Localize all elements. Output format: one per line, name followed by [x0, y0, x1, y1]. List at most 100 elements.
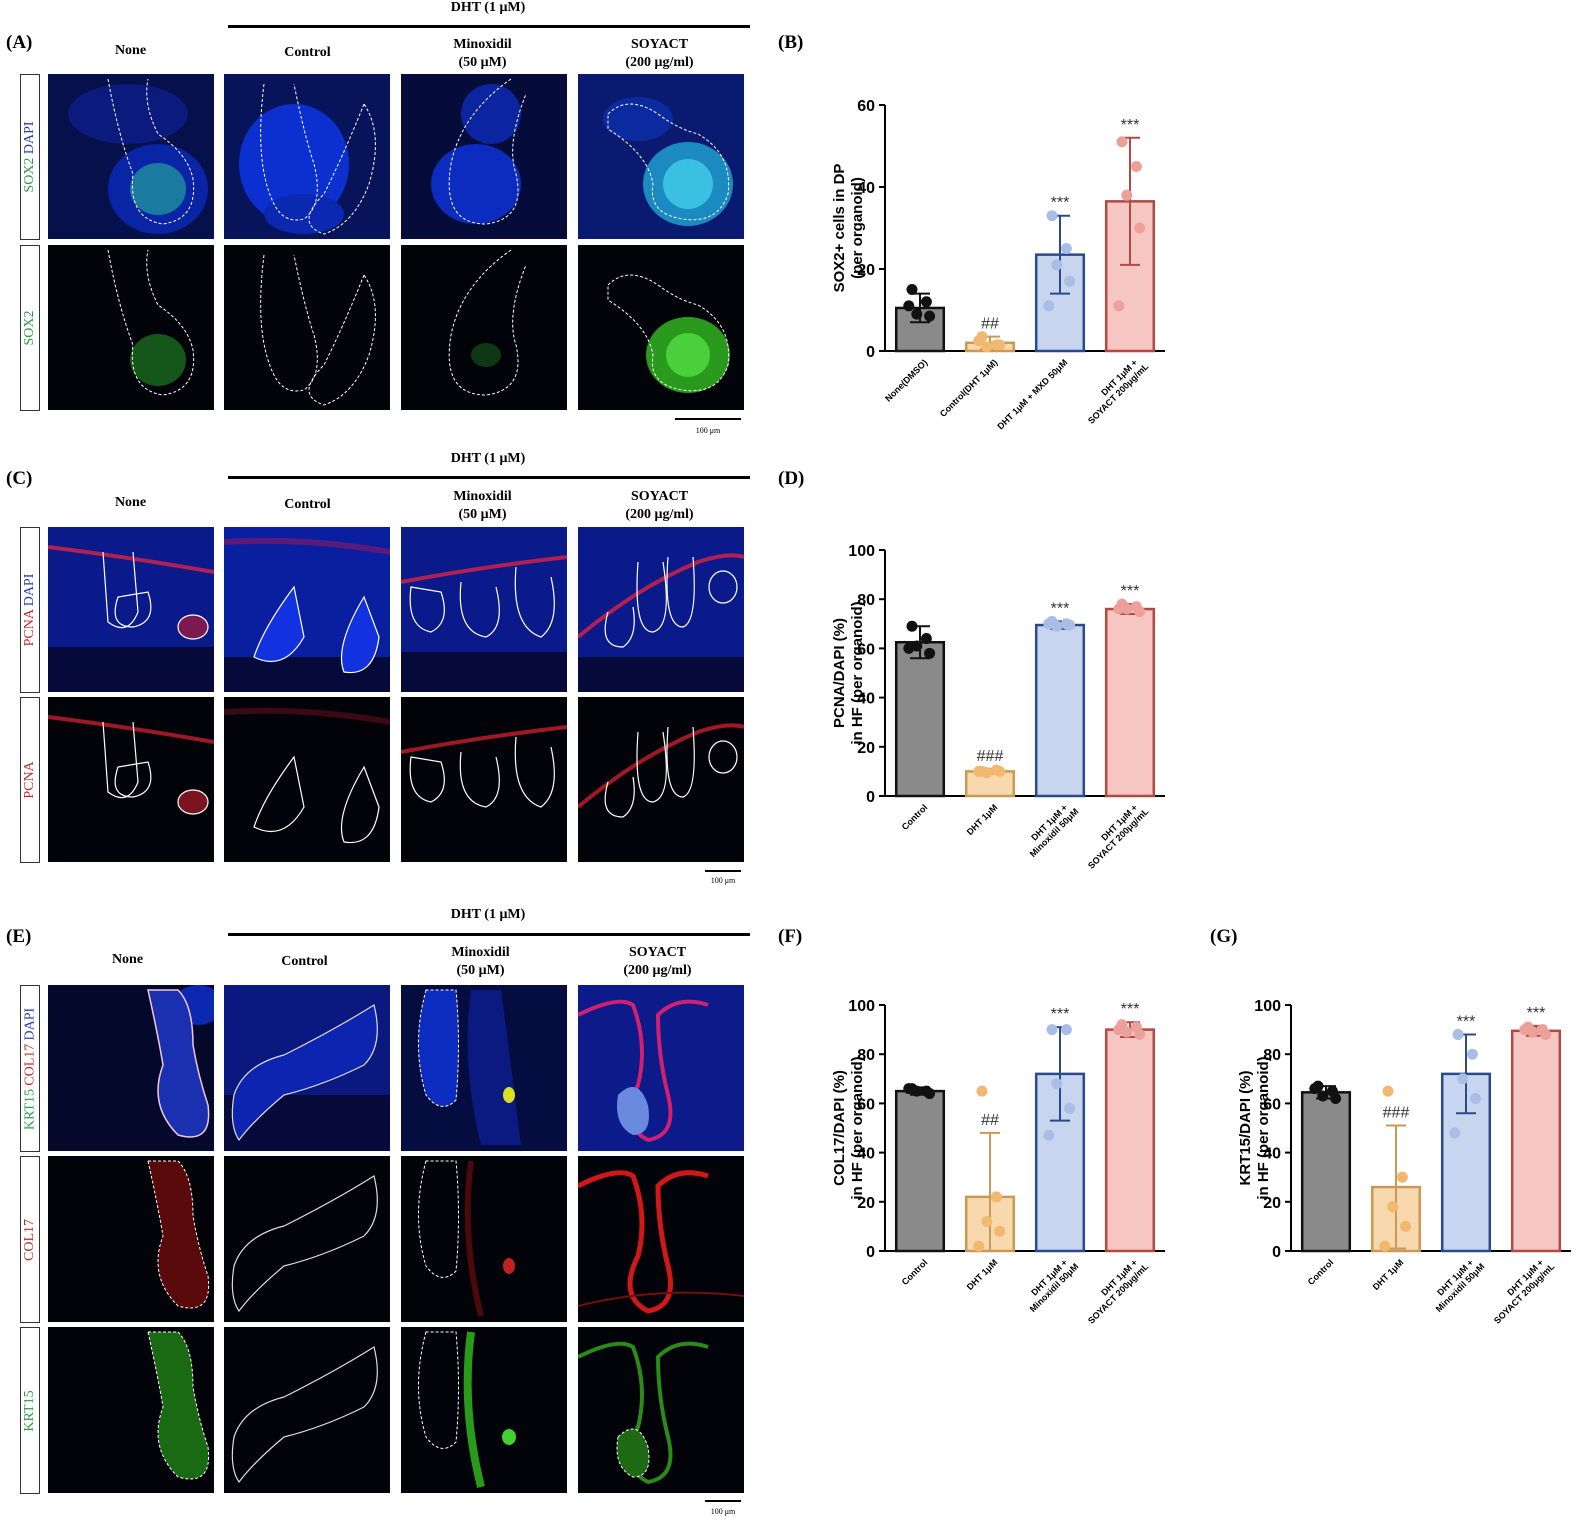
y-axis-label: COL17/DAPI (%): [831, 1070, 848, 1186]
data-point: [920, 296, 932, 308]
data-point: [1121, 603, 1133, 615]
image-e-minoxidil-merge: [401, 985, 567, 1151]
image-e-soyact-merge: [578, 985, 744, 1151]
row-label-pcna: PCNA: [20, 697, 40, 863]
data-point: [1064, 619, 1076, 631]
row-label-krt15-col17-dapi: KRT15 COL17 DAPI: [20, 985, 40, 1152]
dht-bracket-c: [228, 476, 750, 479]
data-point: [1046, 1024, 1058, 1036]
bar: [1104, 1028, 1156, 1253]
y-tick-label: 60: [857, 98, 875, 115]
data-point: [1060, 243, 1072, 254]
category-label: DHT 1μM: [1371, 1257, 1406, 1292]
category-label: Control: [900, 1257, 930, 1287]
row-label-sox2: SOX2: [20, 245, 40, 411]
data-point: [1113, 1024, 1125, 1036]
significance-label: ###: [1383, 1105, 1410, 1122]
panel-label-b: (B): [778, 32, 804, 53]
y-tick-label: 40: [857, 180, 875, 197]
bar: [1034, 623, 1086, 798]
y-tick-label: 0: [866, 1244, 875, 1261]
data-point: [1116, 136, 1128, 148]
panel-label-e: (E): [6, 926, 32, 947]
y-tick-label: 0: [1272, 1244, 1281, 1261]
image-c-minoxidil-pcna: [401, 697, 567, 862]
panel-label-f: (F): [778, 926, 803, 947]
bar: [894, 641, 946, 798]
significance-label: ***: [1457, 1014, 1476, 1031]
y-tick-label: 60: [857, 641, 875, 658]
dht-bracket-e: [228, 933, 750, 936]
bar: [1510, 1029, 1562, 1253]
significance-label: ***: [1051, 600, 1070, 617]
category-label: DHT 1μM + MXD 50μM: [995, 357, 1069, 431]
data-point: [1113, 300, 1125, 312]
col-header-minoxidil: Minoxidil (50 μM): [451, 945, 510, 978]
image-a-none-sox2: [48, 245, 214, 410]
y-tick-label: 100: [848, 998, 875, 1015]
y-axis-label: SOX2+ cells in DP: [831, 164, 848, 293]
scale-label-a: 100 μm: [695, 426, 721, 435]
y-axis-label: in HF (per organoid): [849, 601, 866, 744]
data-point: [1400, 1220, 1412, 1232]
data-point: [1043, 618, 1055, 630]
y-axis-label: in HF (per organoid): [1255, 1056, 1272, 1199]
data-point: [924, 1088, 936, 1100]
significance-label: ##: [981, 316, 999, 333]
dht-label-a: DHT (1 μM): [450, 0, 526, 15]
data-point: [990, 1191, 1002, 1203]
image-e-none-merge: [48, 985, 214, 1151]
image-a-minoxidil-sox2: [401, 245, 567, 410]
data-point: [1134, 606, 1146, 617]
data-point: [1457, 1073, 1469, 1085]
image-e-minoxidil-col17: [401, 1156, 567, 1322]
data-point: [903, 300, 915, 312]
col-header-soyact: SOYACT (200 μg/ml): [625, 489, 694, 522]
y-tick-label: 20: [1263, 1195, 1281, 1212]
y-tick-label: 100: [848, 543, 875, 560]
data-point: [994, 1225, 1006, 1237]
y-tick-label: 60: [1263, 1096, 1281, 1113]
y-tick-label: 20: [857, 740, 875, 757]
image-e-none-col17: [48, 1156, 214, 1322]
significance-label: ***: [1121, 1001, 1140, 1018]
category-label: Control: [1306, 1257, 1336, 1287]
data-point: [1519, 1024, 1531, 1036]
chart-sox2: 0 20 40 60 SOX2+ cells in DP (per organoid) No…: [831, 98, 1165, 431]
y-tick-label: 20: [857, 262, 875, 279]
scale-label-e: 100 μm: [710, 1507, 736, 1516]
data-point: [1130, 161, 1142, 172]
bar: [1104, 607, 1156, 798]
data-point: [1043, 300, 1055, 312]
data-point: [981, 1215, 993, 1227]
data-point: [911, 308, 923, 320]
data-point: [924, 647, 936, 659]
y-axis-label: in HF (per organoid): [849, 1056, 866, 1199]
row-label-col17: COL17: [20, 1156, 40, 1323]
data-point: [1396, 1171, 1408, 1183]
y-tick-label: 40: [857, 1146, 875, 1163]
chart-pcna: 0 20 40 60 80 100 PCNA/DAPI (%) in HF (per orga…: [831, 543, 1165, 871]
significance-label: ###: [977, 748, 1004, 765]
image-c-none-pcna: [48, 697, 214, 862]
data-point: [973, 1240, 985, 1252]
image-a-none-merge: [48, 74, 214, 239]
data-point: [1449, 1127, 1461, 1139]
data-point: [920, 633, 932, 645]
col-header-control: Control: [284, 45, 331, 60]
data-point: [981, 341, 993, 353]
y-axis-label: KRT15/DAPI (%): [1237, 1070, 1254, 1185]
image-c-soyact-merge: [578, 527, 744, 692]
data-point: [924, 310, 936, 322]
image-a-soyact-merge: [578, 74, 744, 239]
dht-label-c: DHT (1 μM): [450, 451, 526, 466]
image-e-soyact-krt15: [578, 1327, 744, 1493]
image-c-control-merge: [224, 527, 390, 692]
bar: [1300, 1091, 1352, 1253]
data-point: [1060, 1024, 1072, 1036]
image-a-control-sox2: [224, 245, 390, 410]
col-header-none: None: [114, 495, 147, 510]
category-label: DHT 1μM: [965, 1257, 1000, 1292]
image-c-none-merge: [48, 527, 214, 692]
data-point: [1134, 222, 1146, 234]
